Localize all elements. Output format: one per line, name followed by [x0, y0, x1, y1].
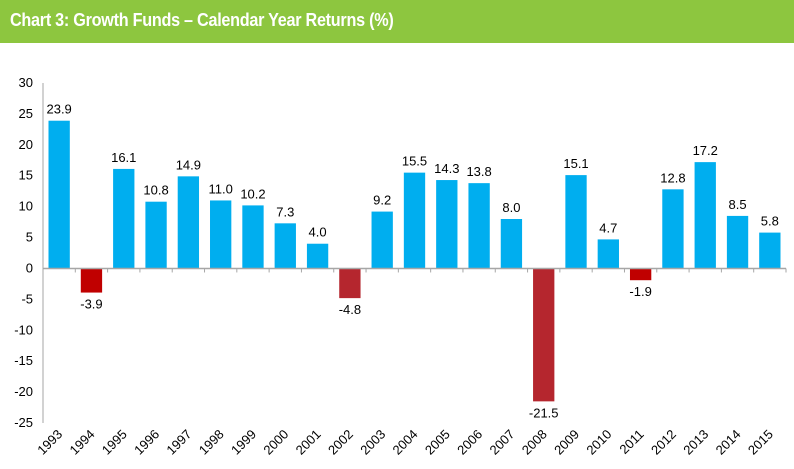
x-tick-label: 2001 [293, 427, 324, 458]
x-tick-label: 1998 [196, 427, 227, 458]
chart-header: Chart 3: Growth Funds – Calendar Year Re… [0, 0, 794, 43]
bar-2007 [500, 219, 523, 269]
data-label-2002: -4.8 [339, 302, 361, 317]
x-tick-label: 1994 [67, 427, 98, 458]
bars [48, 120, 781, 402]
data-label-1999: 10.2 [240, 186, 265, 201]
bar-2001 [306, 243, 329, 269]
x-tick-label: 1993 [34, 427, 65, 458]
bar-1995 [113, 168, 135, 269]
y-tick-label: -20 [14, 384, 33, 399]
bar-2009 [565, 175, 587, 269]
x-tick-label: 1995 [99, 427, 130, 458]
x-tick-label: 2013 [680, 427, 711, 458]
data-label-2015: 5.8 [761, 214, 779, 229]
y-tick-label: -5 [21, 291, 33, 306]
bar-1993 [48, 120, 70, 269]
x-tick-label: 2004 [390, 427, 421, 458]
x-tick-label: 2003 [357, 427, 388, 458]
x-tick-label: 2011 [616, 427, 646, 457]
bar-2015 [759, 232, 781, 269]
data-label-2006: 13.8 [466, 164, 491, 179]
data-label-1998: 11.0 [209, 181, 233, 196]
x-tick-label: 2012 [648, 427, 679, 458]
bar-2014 [726, 215, 749, 269]
data-label-2011: -1.9 [629, 284, 651, 299]
data-label-2013: 17.2 [693, 143, 718, 158]
bar-2008 [533, 268, 555, 402]
x-tick-label: 1997 [163, 427, 194, 458]
bar-1998 [210, 200, 232, 269]
bar-1999 [242, 205, 264, 269]
y-tick-label: 10 [19, 199, 33, 214]
bar-1996 [145, 201, 167, 269]
x-tick-label: 2009 [551, 427, 582, 458]
bar-2002 [339, 268, 361, 299]
data-label-2000: 7.3 [276, 204, 294, 219]
y-axis: 30 25 20 15 10 5 0 -5 -10 -15 -20 -25 [14, 75, 44, 430]
y-tick-label: -25 [14, 415, 33, 430]
bar-2003 [371, 211, 393, 269]
data-label-2001: 4.0 [309, 225, 327, 240]
y-tick-label: 5 [26, 230, 33, 245]
data-label-1997: 14.9 [176, 157, 201, 172]
bar-2011 [629, 268, 652, 281]
bar-2004 [403, 172, 426, 269]
x-tick-label: 2007 [486, 427, 517, 458]
data-label-2007: 8.0 [502, 200, 520, 215]
x-tick-label: 2002 [325, 427, 356, 458]
data-label-2009: 15.1 [563, 156, 588, 171]
data-label-1994: -3.9 [80, 297, 102, 312]
x-tick-label: 2005 [422, 427, 453, 458]
data-labels: 23.9 -3.9 16.1 10.8 14.9 11.0 10.2 7.3 4.0 -4.8 9.… [46, 102, 778, 421]
bar-2005 [436, 180, 458, 269]
x-tick-label: 2008 [519, 427, 550, 458]
y-tick-label: 20 [19, 137, 33, 152]
bar-2012 [662, 189, 684, 269]
bar-1997 [177, 176, 200, 269]
y-tick-label: 15 [19, 168, 33, 183]
bar-2000 [274, 223, 296, 269]
y-tick-label: 30 [19, 75, 33, 90]
data-label-2012: 12.8 [660, 170, 685, 185]
x-tick-label: 2014 [713, 427, 744, 458]
y-tick-label: 25 [19, 106, 33, 121]
bar-2010 [597, 239, 619, 269]
x-axis: 1993 1994 1995 1996 1997 1998 1999 2000 2001 2002… [34, 267, 787, 458]
y-tick-label: -15 [14, 353, 33, 368]
y-tick-label: 0 [26, 260, 33, 275]
x-tick-label: 2010 [583, 427, 614, 458]
bar-2006 [468, 183, 490, 269]
bar-1994 [80, 268, 103, 293]
y-tick-label: -10 [14, 322, 33, 337]
data-label-2010: 4.7 [599, 220, 617, 235]
x-tick-label: 2000 [260, 427, 291, 458]
data-label-2014: 8.5 [729, 197, 747, 212]
data-label-2004: 15.5 [402, 154, 427, 169]
bar-2013 [694, 162, 716, 269]
data-label-1993: 23.9 [46, 102, 71, 117]
x-tick-label: 1999 [228, 427, 259, 458]
x-tick-label: 2015 [745, 427, 776, 458]
data-label-1996: 10.8 [143, 183, 168, 198]
chart-title: Chart 3: Growth Funds – Calendar Year Re… [10, 10, 394, 30]
data-label-2008: -21.5 [529, 405, 559, 420]
data-label-1995: 16.1 [111, 150, 136, 165]
x-tick-label: 2006 [454, 427, 485, 458]
data-label-2005: 14.3 [434, 161, 459, 176]
data-label-2003: 9.2 [373, 193, 391, 208]
x-tick-label: 1996 [131, 427, 162, 458]
